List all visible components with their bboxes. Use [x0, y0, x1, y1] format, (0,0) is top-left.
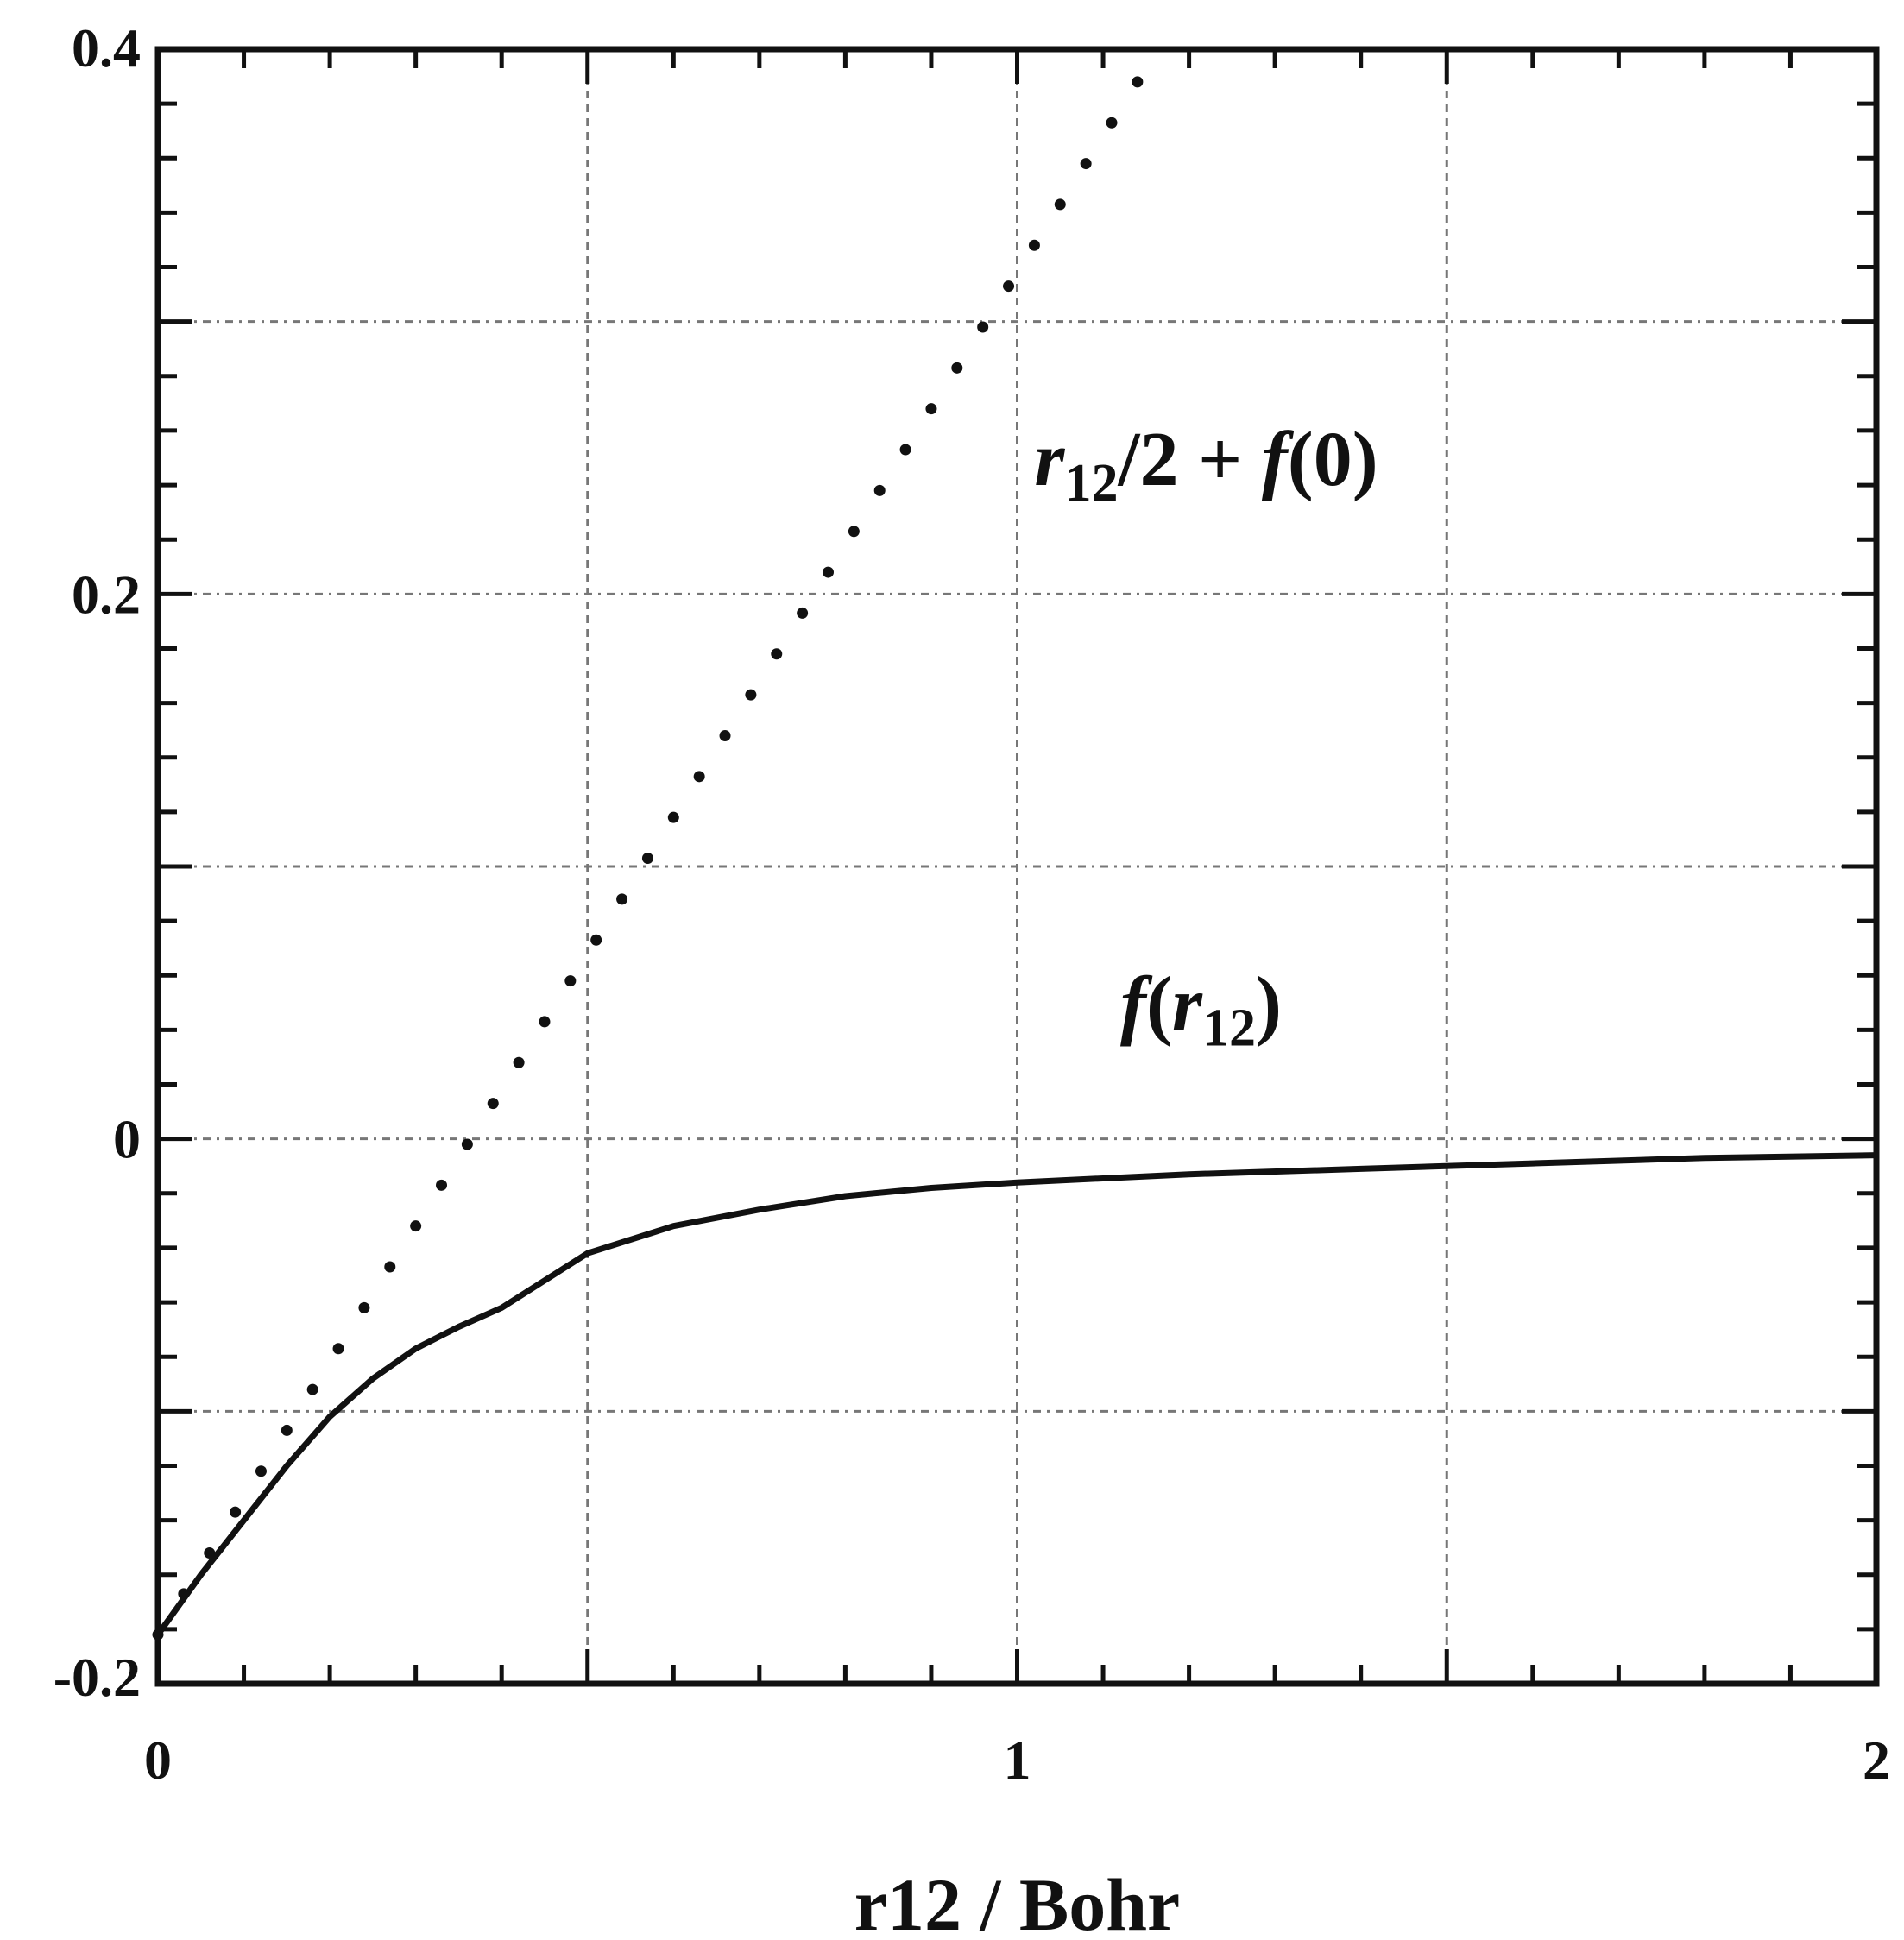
- dotted-series-point: [281, 1424, 293, 1436]
- annotations: r12/2 + f(0) f(r12): [1034, 417, 1378, 1057]
- dotted-series-point: [1106, 117, 1118, 129]
- dotted-series-point: [797, 607, 809, 619]
- dotted-series-point: [564, 975, 577, 987]
- dotted-series-point: [667, 811, 679, 823]
- dotted-series-point: [719, 729, 731, 741]
- plot-frame: [154, 46, 1880, 1687]
- solid-series-line: [154, 1152, 1880, 1638]
- y-tick-label: -0.2: [54, 1647, 141, 1708]
- series-annotation: r12/2 + f(0): [1034, 417, 1378, 513]
- dotted-series-point: [848, 526, 860, 538]
- dotted-series-point: [513, 1056, 525, 1068]
- dotted-series-point: [873, 484, 886, 496]
- dotted-series-point: [461, 1138, 473, 1150]
- annotation-run: r: [1034, 417, 1065, 502]
- x-tick-label: 0: [144, 1729, 172, 1791]
- y-tick-label: 0: [113, 1109, 141, 1170]
- annotation-run: r: [1172, 961, 1203, 1047]
- annotation-run: (0): [1288, 417, 1378, 502]
- dotted-series-point: [358, 1301, 370, 1313]
- y-tick-label: 0.4: [72, 17, 141, 79]
- dotted-series-point: [925, 403, 937, 415]
- dotted-series-point: [1028, 239, 1040, 251]
- dotted-series-point: [977, 321, 989, 333]
- dotted-series-point: [616, 893, 628, 905]
- dotted-series-point: [951, 362, 963, 374]
- y-tick-label: 0.2: [72, 564, 141, 625]
- dotted-series-point: [306, 1383, 318, 1395]
- annotation-run: 12: [1202, 998, 1256, 1057]
- dotted-series-point: [641, 853, 653, 865]
- annotation-run: /2 +: [1117, 417, 1261, 502]
- dotted-series-point: [1003, 280, 1015, 293]
- grid-lines: [158, 49, 1876, 1684]
- x-tick-label: 1: [1004, 1729, 1031, 1791]
- dotted-series-point: [771, 648, 783, 660]
- dotted-series-point: [590, 934, 602, 946]
- dotted-series-point: [487, 1098, 499, 1110]
- series-annotation: f(r12): [1120, 961, 1282, 1057]
- x-tick-label: 2: [1863, 1729, 1890, 1791]
- dotted-series-point: [255, 1465, 267, 1477]
- annotation-run: 12: [1064, 454, 1118, 513]
- plot-series: [152, 76, 1880, 1641]
- dotted-series-point: [693, 771, 705, 783]
- dotted-series-point: [332, 1343, 344, 1355]
- tick-labels: 0 1 2-0.200.20.4: [54, 17, 1890, 1791]
- dotted-series-point: [1132, 76, 1144, 88]
- dotted-series-point: [230, 1506, 242, 1518]
- dotted-series-point: [745, 689, 757, 701]
- x-axis-title: r12 / Bohr: [854, 1863, 1180, 1940]
- axis-ticks: [155, 47, 1879, 1686]
- dotted-series-point: [539, 1016, 551, 1028]
- annotation-run: (: [1146, 961, 1172, 1047]
- dotted-series-point: [822, 566, 834, 578]
- dotted-series-point: [1080, 158, 1092, 170]
- annotation-run: ): [1256, 961, 1282, 1047]
- dotted-series-point: [410, 1220, 422, 1232]
- dotted-series-point: [1054, 198, 1066, 211]
- dotted-series-point: [436, 1179, 448, 1191]
- dotted-series-point: [899, 444, 911, 456]
- dotted-series-point: [384, 1261, 396, 1273]
